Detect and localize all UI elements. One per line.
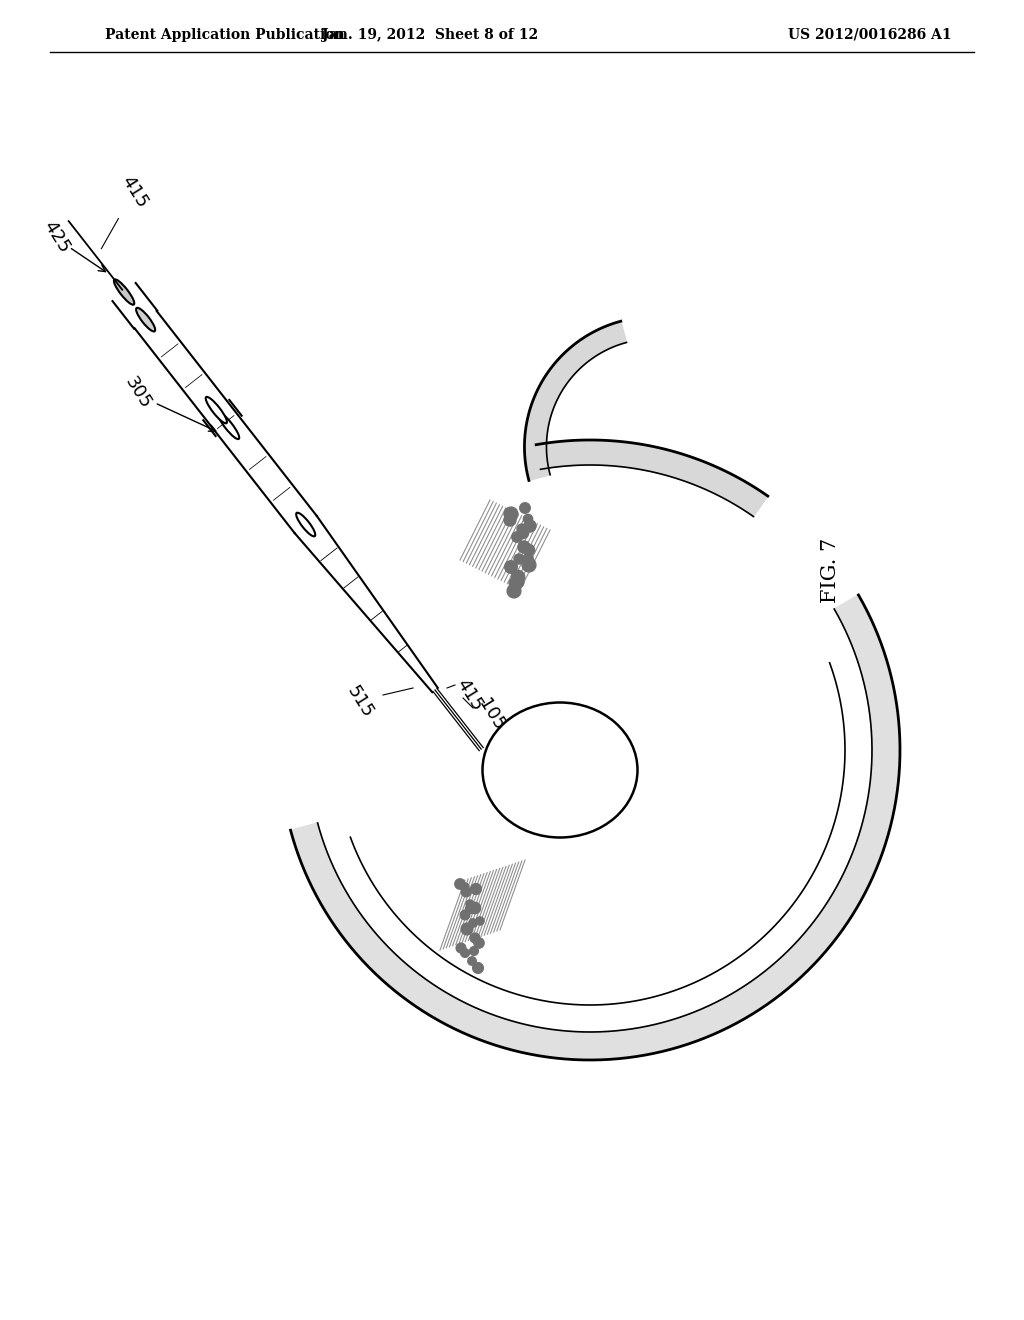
Polygon shape [524, 321, 627, 480]
Circle shape [514, 554, 524, 564]
Circle shape [461, 887, 471, 896]
Text: 425: 425 [39, 218, 73, 256]
Circle shape [522, 553, 534, 564]
Circle shape [512, 532, 522, 543]
Circle shape [524, 520, 536, 532]
Ellipse shape [136, 308, 156, 331]
Circle shape [518, 541, 530, 553]
Circle shape [505, 561, 517, 573]
Circle shape [511, 570, 524, 583]
Text: 105: 105 [475, 696, 508, 734]
Polygon shape [134, 312, 316, 533]
Circle shape [474, 939, 484, 948]
Circle shape [460, 911, 470, 920]
Ellipse shape [218, 413, 240, 440]
Polygon shape [295, 516, 437, 692]
Text: Jan. 19, 2012  Sheet 8 of 12: Jan. 19, 2012 Sheet 8 of 12 [322, 28, 538, 42]
Circle shape [507, 585, 521, 598]
Circle shape [504, 513, 516, 525]
Circle shape [468, 957, 476, 965]
Circle shape [471, 883, 481, 895]
Circle shape [522, 558, 536, 572]
Circle shape [476, 917, 484, 925]
Circle shape [466, 900, 474, 908]
Text: 305: 305 [121, 374, 155, 412]
Circle shape [461, 883, 469, 891]
Polygon shape [113, 282, 158, 329]
Circle shape [512, 576, 524, 587]
Circle shape [461, 923, 473, 935]
Circle shape [517, 528, 528, 539]
Circle shape [455, 879, 465, 890]
Text: 415: 415 [118, 172, 152, 211]
Text: 515: 515 [343, 682, 377, 721]
Circle shape [461, 949, 469, 957]
Polygon shape [537, 440, 768, 516]
Text: 415: 415 [453, 676, 486, 714]
Circle shape [504, 507, 518, 521]
Circle shape [523, 515, 532, 524]
Circle shape [456, 944, 466, 953]
Circle shape [470, 946, 478, 956]
Circle shape [465, 904, 474, 913]
Circle shape [509, 578, 519, 587]
Circle shape [469, 919, 477, 927]
Circle shape [520, 503, 530, 513]
Text: Patent Application Publication: Patent Application Publication [105, 28, 345, 42]
Circle shape [473, 962, 483, 973]
Text: FIG. 7: FIG. 7 [820, 537, 840, 603]
Text: US 2012/0016286 A1: US 2012/0016286 A1 [788, 28, 952, 42]
Ellipse shape [296, 512, 315, 536]
Circle shape [517, 524, 527, 535]
Circle shape [523, 544, 535, 556]
Circle shape [469, 903, 480, 913]
Polygon shape [291, 595, 900, 1060]
Ellipse shape [482, 702, 638, 837]
Ellipse shape [206, 397, 227, 424]
Circle shape [470, 933, 480, 942]
Ellipse shape [114, 280, 134, 305]
